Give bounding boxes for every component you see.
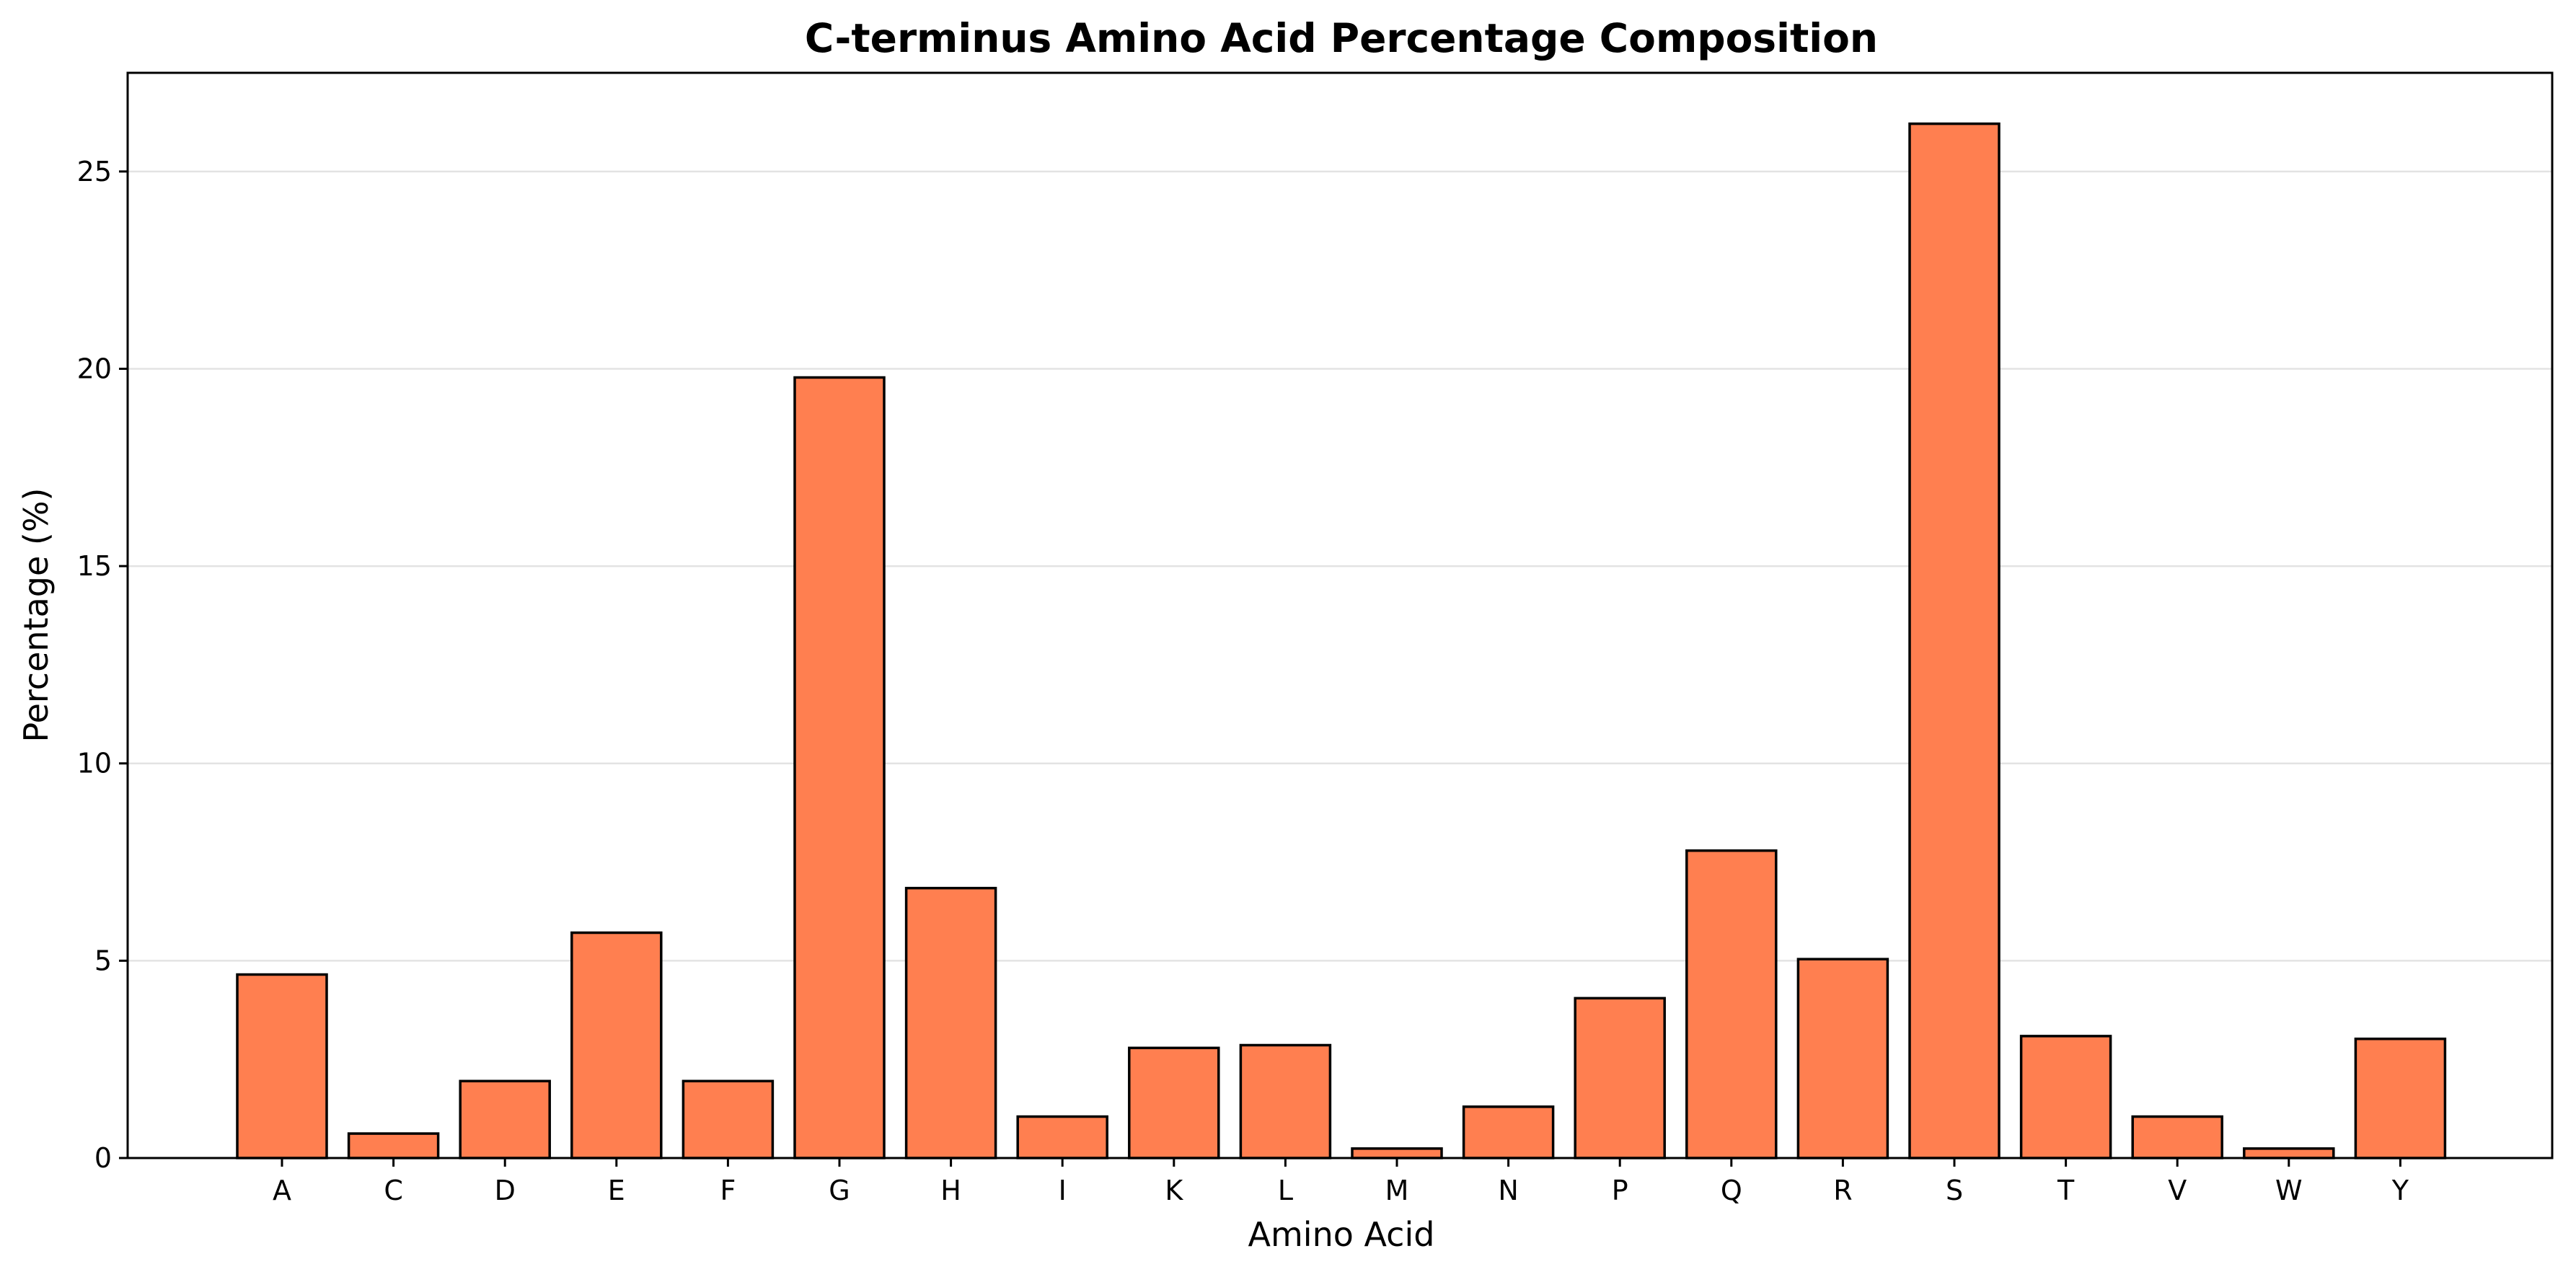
x-tick-label-T: T (2057, 1175, 2075, 1206)
bar-P (1574, 997, 1666, 1159)
x-axis-label: Amino Acid (1248, 1215, 1435, 1254)
x-tick-label-P: P (1612, 1175, 1628, 1206)
bar-V (2131, 1115, 2223, 1159)
bar-F (682, 1079, 775, 1159)
x-tick-label-R: R (1833, 1175, 1852, 1206)
chart-title: C-terminus Amino Acid Percentage Composi… (805, 15, 1878, 61)
bar-I (1016, 1115, 1108, 1159)
bar-E (570, 931, 663, 1159)
x-tick-label-D: D (495, 1175, 516, 1206)
bar-M (1351, 1147, 1443, 1159)
x-tick-label-C: C (384, 1175, 403, 1206)
bar-R (1796, 958, 1889, 1159)
x-tick-label-E: E (608, 1175, 625, 1206)
plot-frame (126, 71, 2554, 1159)
bar-H (904, 886, 997, 1159)
y-tick-label: 10 (77, 748, 112, 779)
y-axis-ticks: 0 5 10 15 20 25 (77, 156, 128, 1174)
bar-A (236, 973, 328, 1159)
x-tick-label-M: M (1385, 1175, 1409, 1206)
x-tick-label-K: K (1165, 1175, 1183, 1206)
x-tick-label-L: L (1278, 1175, 1293, 1206)
x-tick-label-N: N (1498, 1175, 1518, 1206)
x-tick-label-W: W (2275, 1175, 2303, 1206)
bar-W (2243, 1147, 2335, 1159)
x-tick-label-H: H (940, 1175, 961, 1206)
bar-Y (2354, 1037, 2447, 1159)
y-tick-label: 20 (77, 353, 112, 384)
gridlines (128, 170, 2552, 962)
x-tick-label-V: V (2168, 1175, 2187, 1206)
x-tick-label-A: A (273, 1175, 291, 1206)
bar-T (2019, 1035, 2112, 1159)
x-tick-label-I: I (1059, 1175, 1067, 1206)
x-tick-label-S: S (1946, 1175, 1963, 1206)
bar-D (459, 1079, 551, 1159)
x-tick-label-Y: Y (2391, 1175, 2409, 1206)
bar-Q (1685, 849, 1778, 1159)
bar-N (1462, 1105, 1555, 1159)
bar-S (1908, 122, 2001, 1159)
x-tick-label-Q: Q (1721, 1175, 1742, 1206)
y-tick-label: 5 (94, 945, 112, 976)
bars (236, 122, 2447, 1159)
bar-C (347, 1132, 440, 1159)
y-tick-label: 0 (94, 1142, 112, 1174)
x-tick-label-G: G (829, 1175, 850, 1206)
y-tick-label: 25 (77, 156, 112, 187)
x-tick-label-F: F (720, 1175, 736, 1206)
y-tick-label: 15 (77, 550, 112, 582)
y-axis-label: Percentage (%) (17, 488, 56, 743)
bar-G (793, 376, 886, 1159)
bar-K (1128, 1046, 1220, 1159)
bar-L (1239, 1043, 1332, 1159)
